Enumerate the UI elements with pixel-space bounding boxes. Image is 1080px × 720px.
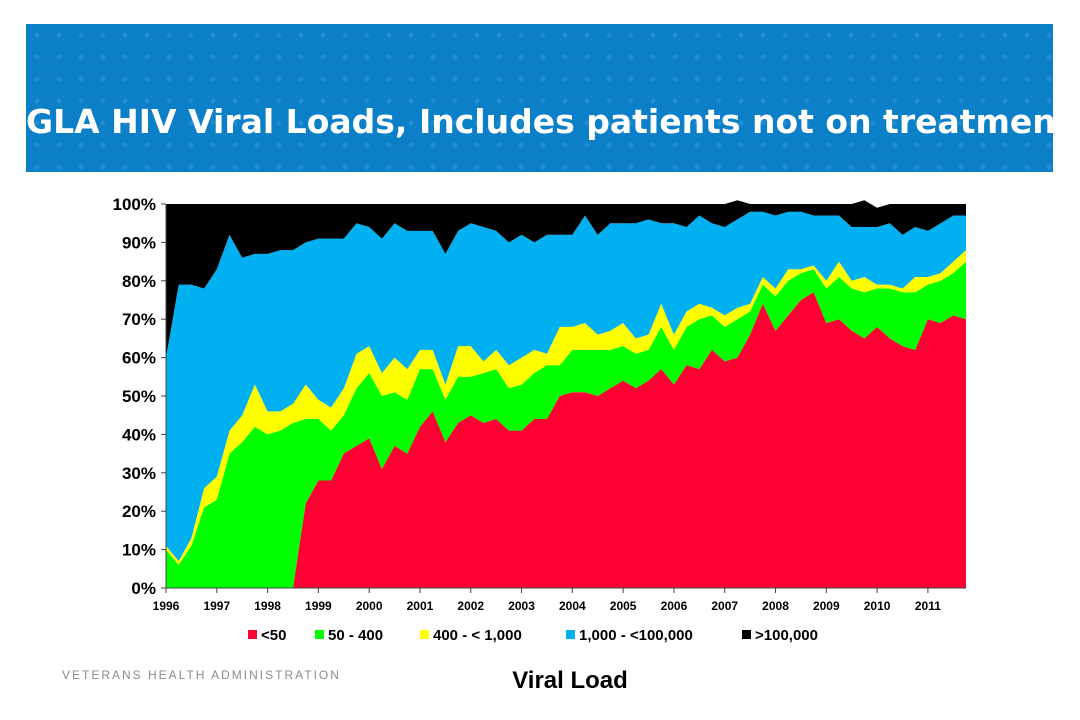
x-tick-label: 2004 bbox=[559, 599, 586, 613]
area-series-2 bbox=[166, 250, 966, 565]
area-series-4 bbox=[166, 200, 966, 358]
y-tick-label: 90% bbox=[122, 233, 156, 252]
x-tick-label: 2000 bbox=[356, 599, 383, 613]
x-tick-label: 2011 bbox=[915, 599, 941, 613]
legend-label: 400 - < 1,000 bbox=[433, 627, 522, 644]
y-tick-label: 50% bbox=[122, 387, 156, 406]
y-tick-label: 20% bbox=[122, 502, 156, 521]
footer-org-name: VETERANS HEALTH ADMINISTRATION bbox=[62, 668, 341, 682]
area-series-0 bbox=[166, 292, 966, 588]
y-tick-label: 30% bbox=[122, 464, 156, 483]
area-series-1 bbox=[166, 261, 966, 588]
x-tick-label: 1996 bbox=[153, 599, 180, 613]
legend-swatch bbox=[248, 630, 257, 639]
x-tick-label: 1998 bbox=[254, 599, 281, 613]
legend-label: 1,000 - <100,000 bbox=[579, 627, 693, 644]
legend-label: >100,000 bbox=[755, 627, 818, 644]
legend-swatch bbox=[420, 630, 429, 639]
x-tick-label: 2003 bbox=[508, 599, 535, 613]
y-tick-label: 10% bbox=[122, 541, 156, 560]
x-tick-label: 2002 bbox=[457, 599, 484, 613]
x-tick-label: 2009 bbox=[813, 599, 840, 613]
x-tick-label: 2008 bbox=[762, 599, 789, 613]
x-tick-label: 2007 bbox=[711, 599, 738, 613]
y-tick-label: 40% bbox=[122, 425, 156, 444]
legend-label: 50 - 400 bbox=[328, 627, 383, 644]
title-banner: GLA HIV Viral Loads, Includes patients n… bbox=[26, 24, 1072, 172]
area-series-3 bbox=[166, 211, 966, 562]
legend-swatch bbox=[566, 630, 575, 639]
y-tick-label: 0% bbox=[131, 579, 156, 598]
y-tick-label: 80% bbox=[122, 272, 156, 291]
x-tick-label: 2001 bbox=[407, 599, 434, 613]
x-tick-label: 2010 bbox=[864, 599, 891, 613]
legend-label: <50 bbox=[261, 627, 286, 644]
legend-swatch bbox=[742, 630, 751, 639]
legend-swatch bbox=[315, 630, 324, 639]
x-tick-label: 1997 bbox=[203, 599, 230, 613]
y-tick-label: 60% bbox=[122, 349, 156, 368]
x-tick-label: 2006 bbox=[661, 599, 688, 613]
x-tick-label: 1999 bbox=[305, 599, 332, 613]
y-tick-label: 70% bbox=[122, 310, 156, 329]
slide-title: GLA HIV Viral Loads, Includes patients n… bbox=[26, 102, 1072, 141]
x-axis-title: Viral Load bbox=[512, 667, 628, 694]
y-tick-label: 100% bbox=[113, 195, 156, 214]
x-tick-label: 2005 bbox=[610, 599, 637, 613]
